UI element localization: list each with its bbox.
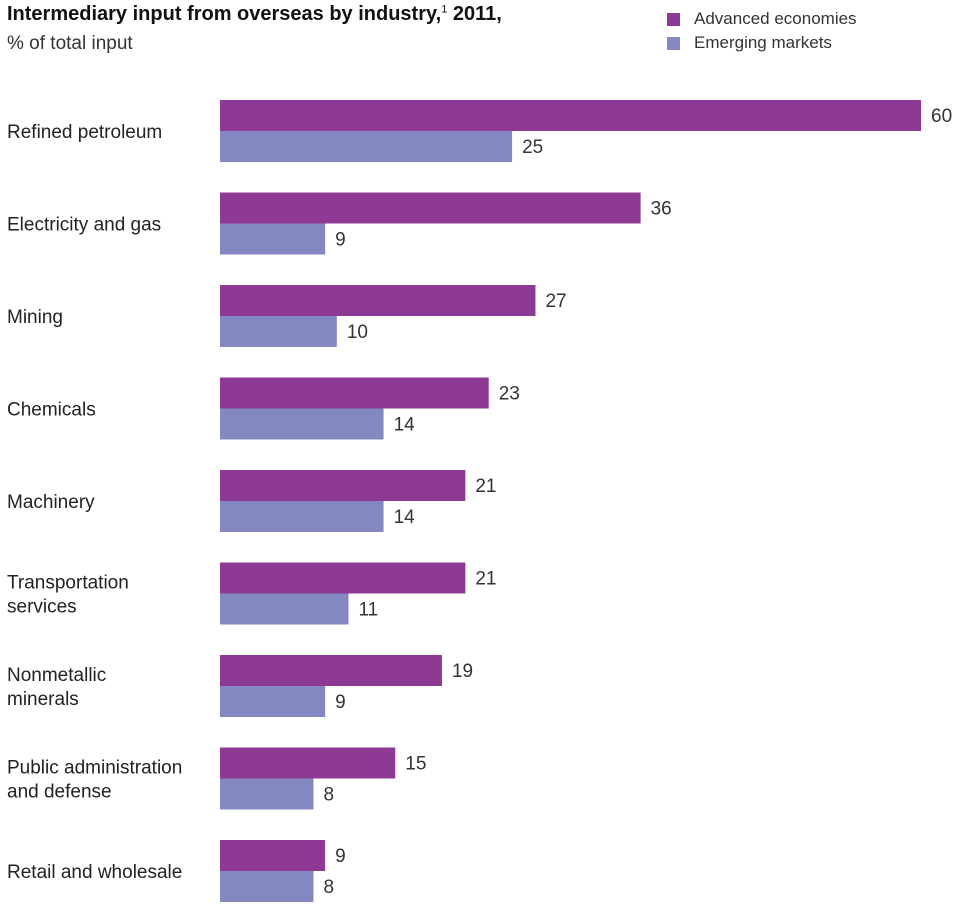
chart-title-text: Intermediary input from overseas by indu… [7, 3, 442, 25]
legend-item-advanced: Advanced economies [667, 7, 857, 31]
bar-emerging [220, 686, 326, 717]
bar-advanced [220, 100, 921, 131]
category-label-line: Chemicals [7, 400, 96, 421]
legend-label-advanced: Advanced economies [694, 9, 857, 28]
category-label-line: Transportation [7, 573, 129, 594]
legend-swatch-emerging [667, 36, 680, 50]
category-label: Machinery [7, 492, 95, 513]
value-label: 8 [323, 877, 334, 898]
chart-subtitle: % of total input [7, 33, 133, 54]
bar-emerging [220, 316, 337, 347]
bar-emerging [220, 131, 513, 162]
category-label-line: minerals [7, 689, 79, 710]
value-label: 21 [475, 569, 496, 590]
value-label: 21 [475, 476, 496, 497]
value-label: 10 [347, 322, 368, 343]
category-label-line: services [7, 597, 77, 618]
value-label: 36 [651, 199, 672, 220]
value-label: 27 [545, 291, 566, 312]
value-label: 15 [405, 754, 426, 775]
chart-title-year: 2011, [452, 3, 502, 25]
value-label: 25 [522, 137, 543, 158]
bar-advanced [220, 840, 326, 871]
category-label: Retail and wholesale [7, 862, 182, 883]
category-label-line: Public administration [7, 758, 182, 779]
category-label: Mining [7, 307, 63, 328]
value-label: 9 [335, 692, 346, 713]
bar-advanced [220, 747, 396, 779]
bar-emerging [220, 778, 314, 810]
value-label: 60 [931, 106, 952, 127]
value-label: 8 [323, 785, 334, 806]
bar-emerging [220, 871, 314, 902]
bar-emerging [220, 593, 349, 625]
category-label: Transportation services [7, 573, 129, 618]
category-label: Public administration and defense [7, 758, 182, 803]
value-label: 14 [394, 415, 416, 436]
bar-advanced [220, 377, 489, 409]
value-label: 23 [499, 384, 520, 405]
category-label-line: Mining [7, 307, 63, 328]
bar-emerging [220, 408, 384, 440]
value-label: 9 [335, 846, 346, 867]
legend: Advanced economies Emerging markets [667, 7, 857, 55]
legend-item-emerging: Emerging markets [667, 31, 857, 55]
value-label: 9 [335, 230, 346, 251]
bar-emerging [220, 223, 326, 255]
category-label-line: Refined petroleum [7, 122, 162, 143]
value-label: 11 [359, 600, 379, 621]
bar-advanced [220, 562, 466, 594]
category-label: Electricity and gas [7, 215, 161, 236]
legend-swatch-advanced [667, 12, 680, 26]
legend-label-emerging: Emerging markets [694, 33, 832, 52]
category-label: Refined petroleum [7, 122, 162, 143]
bar-advanced [220, 192, 641, 224]
bar-advanced [220, 470, 466, 501]
category-label-line: Electricity and gas [7, 215, 161, 236]
bar-advanced [220, 285, 536, 316]
bar-emerging [220, 501, 384, 532]
title-footnote-marker: 1 [441, 3, 448, 16]
category-label-line: Retail and wholesale [7, 862, 182, 883]
chart-title: Intermediary input from overseas by indu… [7, 3, 502, 26]
category-label: Chemicals [7, 400, 96, 421]
bar-advanced [220, 655, 442, 686]
value-label: 19 [452, 661, 473, 682]
value-label: 14 [394, 507, 416, 528]
category-label-line: and defense [7, 782, 112, 803]
category-label: Nonmetallic minerals [7, 665, 106, 710]
category-label-line: Machinery [7, 492, 95, 513]
category-label-line: Nonmetallic [7, 665, 106, 686]
